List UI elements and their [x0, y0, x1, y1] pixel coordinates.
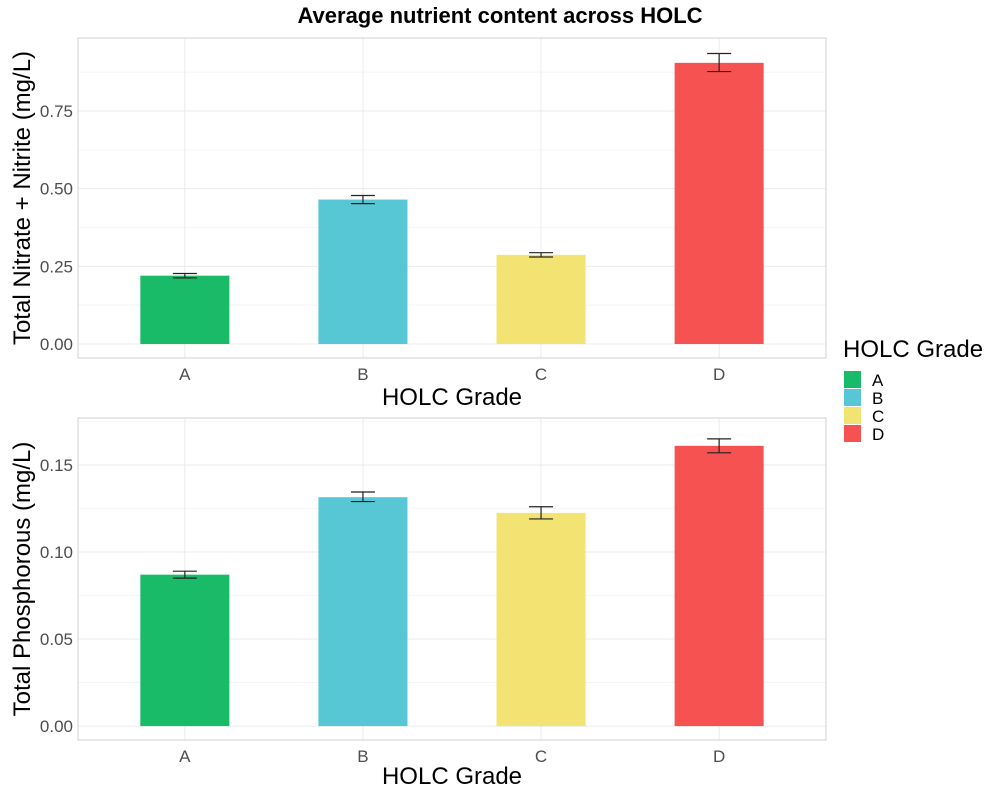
- x-axis-title: HOLC Grade: [382, 384, 522, 411]
- y-tick-label: 0.75: [40, 102, 73, 121]
- x-tick-label: B: [357, 365, 368, 384]
- y-tick-label: 0.00: [40, 717, 73, 736]
- legend-label: C: [872, 407, 884, 426]
- legend-swatch: [844, 389, 861, 406]
- x-tick-label: B: [357, 747, 368, 766]
- error-bar-c: [529, 252, 554, 258]
- x-tick-label: C: [535, 747, 547, 766]
- error-bar-b: [350, 491, 375, 503]
- error-bar-c: [529, 506, 554, 520]
- legend-item-c: C: [844, 407, 884, 426]
- legend-item-a: A: [844, 371, 884, 390]
- x-tick-label: D: [713, 365, 725, 384]
- x-tick-label: C: [535, 365, 547, 384]
- y-tick-label: 0.15: [40, 456, 73, 475]
- bar-b: [318, 199, 408, 345]
- bar-b: [318, 497, 408, 727]
- panel-border: [77, 37, 827, 359]
- legend-label: D: [872, 425, 884, 444]
- error-bar-a: [172, 570, 197, 579]
- error-bar-b: [350, 194, 375, 205]
- bar-d: [674, 62, 764, 345]
- error-bar-a: [172, 272, 197, 279]
- y-axis-title: Total Phosphorous (mg/L): [9, 442, 36, 717]
- y-tick-label: 0.05: [40, 630, 73, 649]
- y-tick-label: 0.25: [40, 257, 73, 276]
- bar-c: [496, 512, 586, 727]
- bar-c: [496, 254, 586, 345]
- legend-label: B: [872, 389, 883, 408]
- panel-border: [77, 417, 827, 741]
- bar-d: [674, 445, 764, 727]
- legend-title: HOLC Grade: [843, 336, 983, 363]
- y-tick-label: 0.50: [40, 180, 73, 199]
- figure-title: Average nutrient content across HOLC: [297, 3, 702, 28]
- x-tick-label: D: [713, 747, 725, 766]
- error-bar-d: [707, 52, 732, 73]
- x-tick-label: A: [179, 747, 191, 766]
- y-tick-label: 0.00: [40, 335, 73, 354]
- y-tick-label: 0.10: [40, 543, 73, 562]
- bar-a: [140, 275, 230, 345]
- y-axis-title: Total Nitrate + Nitrite (mg/L): [9, 51, 36, 345]
- legend-swatch: [844, 371, 861, 388]
- bar-a: [140, 574, 230, 727]
- x-axis-title: HOLC Grade: [382, 763, 522, 790]
- legend-swatch: [844, 407, 861, 424]
- phosphorous-chart-panel: 0.00 0.05 0.10 0.15 A B C D HOLC Grade Total Phos…: [9, 417, 827, 790]
- legend-label: A: [872, 371, 884, 390]
- nitrate-chart-panel: 0.00 0.25 0.50 0.75 A B C D HOLC Grade Total Nitr…: [9, 37, 827, 411]
- legend-swatch: [844, 425, 861, 442]
- error-bar-d: [707, 438, 732, 454]
- legend-item-d: D: [844, 425, 884, 444]
- legend-item-b: B: [844, 389, 883, 408]
- x-tick-label: A: [179, 365, 191, 384]
